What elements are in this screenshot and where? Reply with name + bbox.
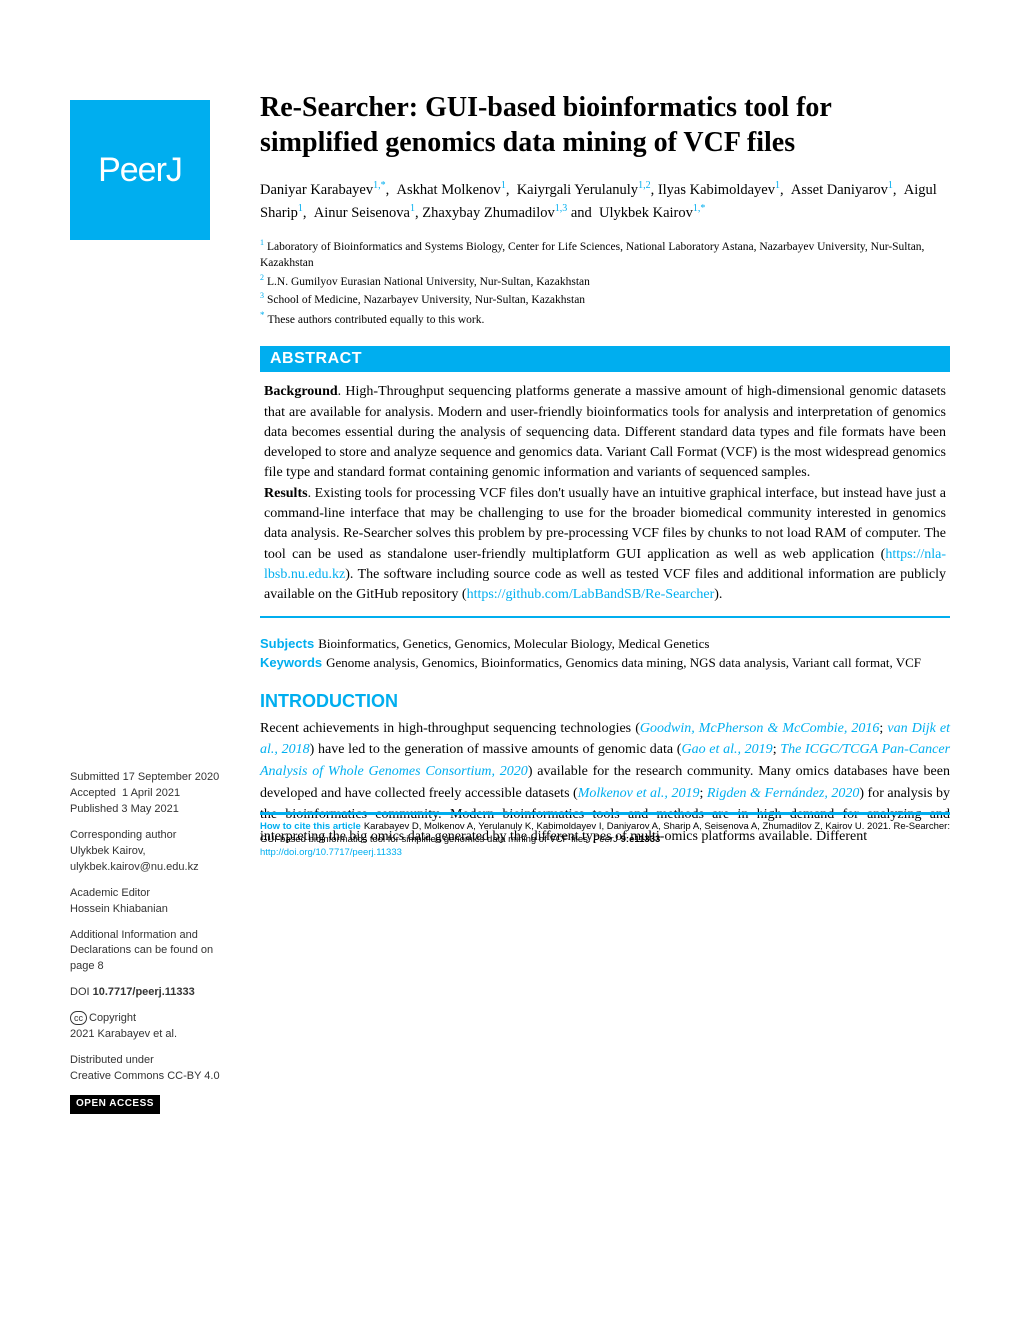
journal-logo: PeerJ <box>70 100 210 240</box>
affiliation: 2L.N. Gumilyov Eurasian National Univers… <box>260 272 950 291</box>
article-meta-sidebar: Submitted 17 September 2020 Accepted 1 A… <box>70 770 240 1124</box>
abstract-heading: ABSTRACT <box>260 346 950 372</box>
open-access-row: OPEN ACCESS <box>70 1095 240 1114</box>
subjects-row: SubjectsBioinformatics, Genetics, Genomi… <box>260 634 950 654</box>
affiliation: 3School of Medicine, Nazarbayev Universi… <box>260 290 950 309</box>
journal-logo-text: PeerJ <box>98 151 182 190</box>
copyright-row: ccCopyright 2021 Karabayev et al. <box>70 1011 240 1043</box>
doi-row: DOI 10.7717/peerj.11333 <box>70 985 240 1001</box>
abstract-body: Background. High-Throughput sequencing p… <box>260 372 950 605</box>
article-page: PeerJ Re-Searcher: GUI-based bioinformat… <box>0 0 1020 888</box>
open-access-badge: OPEN ACCESS <box>70 1095 160 1114</box>
subjects-keywords: SubjectsBioinformatics, Genetics, Genomi… <box>260 634 950 673</box>
citation-footer: How to cite this articleKarabayev D, Mol… <box>260 812 950 859</box>
introduction-heading: INTRODUCTION <box>260 691 950 712</box>
abstract-section: ABSTRACT Background. High-Throughput seq… <box>260 346 950 617</box>
dates-block: Submitted 17 September 2020 Accepted 1 A… <box>70 770 240 818</box>
license-row: Distributed under Creative Commons CC-BY… <box>70 1053 240 1085</box>
affiliations-list: 1Laboratory of Bioinformatics and System… <box>260 237 950 329</box>
affiliation: 1Laboratory of Bioinformatics and System… <box>260 237 950 272</box>
cc-icon: cc <box>70 1011 87 1025</box>
affiliation-note: *These authors contributed equally to th… <box>260 309 950 329</box>
keywords-row: KeywordsGenome analysis, Genomics, Bioin… <box>260 653 950 673</box>
academic-editor: Academic Editor Hossein Khiabanian <box>70 886 240 918</box>
additional-info: Additional Information and Declarations … <box>70 928 240 976</box>
author-list: Daniyar Karabayev1,*, Askhat Molkenov1, … <box>260 178 950 225</box>
article-title: Re-Searcher: GUI-based bioinformatics to… <box>260 90 950 160</box>
footer-doi-link[interactable]: http://doi.org/10.7717/peerj.11333 <box>260 847 402 858</box>
corresponding-author: Corresponding author Ulykbek Kairov, uly… <box>70 828 240 876</box>
